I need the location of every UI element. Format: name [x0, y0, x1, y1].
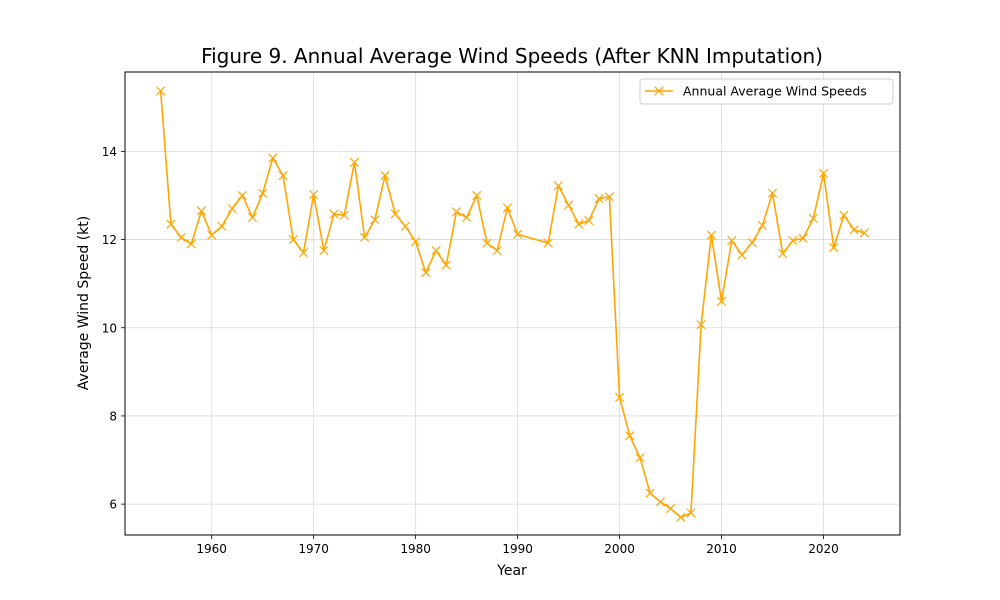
- data-point-marker: [186, 239, 196, 249]
- data-point-marker: [798, 233, 808, 243]
- data-point-marker: [166, 219, 176, 229]
- data-point-marker: [859, 228, 869, 238]
- data-point-marker: [441, 260, 451, 270]
- data-point-marker: [360, 232, 370, 242]
- data-point-marker: [451, 207, 462, 217]
- data-point-marker: [604, 192, 614, 202]
- x-tick-label: 2000: [604, 542, 635, 556]
- data-point-marker: [829, 242, 839, 253]
- chart-title: Figure 9. Annual Average Wind Speeds (Af…: [201, 44, 823, 68]
- data-point-marker: [706, 230, 716, 240]
- series-line: [159, 90, 865, 519]
- legend-marker-x: [654, 86, 664, 96]
- data-point-marker: [594, 193, 604, 204]
- y-tick-label: 6: [109, 498, 117, 512]
- series-layer: [156, 86, 869, 522]
- data-point-marker: [686, 508, 696, 518]
- x-tick-label: 1970: [298, 542, 329, 556]
- data-point-marker: [492, 245, 502, 256]
- data-point-marker: [747, 238, 757, 248]
- x-tick-label: 1960: [196, 542, 227, 556]
- grid: [125, 72, 900, 535]
- data-point-marker: [676, 512, 686, 522]
- data-point-marker: [543, 238, 553, 248]
- data-point-marker: [339, 210, 349, 220]
- data-point-marker: [614, 392, 625, 403]
- data-point-marker: [716, 296, 727, 306]
- data-point-marker: [767, 188, 778, 198]
- data-point-marker: [502, 203, 513, 213]
- data-point-marker: [665, 503, 676, 514]
- legend-box: [639, 78, 894, 105]
- data-point-marker: [839, 210, 849, 220]
- x-tick-label: 1990: [502, 542, 533, 556]
- data-point-marker: [400, 221, 411, 231]
- data-point-marker: [808, 213, 818, 224]
- data-point-marker: [288, 234, 298, 245]
- y-tick-label: 12: [102, 233, 117, 247]
- data-point-marker: [268, 153, 278, 163]
- data-point-marker: [625, 431, 635, 441]
- data-point-marker: [349, 157, 360, 168]
- x-tick-label: 2010: [706, 542, 737, 556]
- data-point-marker: [309, 189, 319, 200]
- data-point-marker: [329, 209, 339, 219]
- data-point-marker: [319, 245, 329, 256]
- data-point-marker: [411, 237, 421, 247]
- data-point-marker: [849, 225, 859, 235]
- x-tick-label: 2020: [808, 542, 839, 556]
- axis-ticks: 1960 1970 1980 1990 2000 2010 2020 6 8 10 12 14: [102, 145, 839, 556]
- data-point-marker: [563, 200, 574, 210]
- y-tick-label: 10: [102, 321, 117, 335]
- data-point-marker: [788, 235, 798, 246]
- data-point-marker: [472, 190, 482, 201]
- data-point-marker: [278, 170, 288, 181]
- data-point-marker: [156, 86, 166, 96]
- data-point-marker: [258, 188, 268, 198]
- legend: Annual Average Wind Speeds: [639, 78, 894, 105]
- y-axis-label: Average Wind Speed (kt): [76, 216, 92, 390]
- legend-label: Annual Average Wind Speeds: [683, 84, 867, 99]
- data-point-marker: [655, 497, 665, 507]
- data-point-marker: [461, 212, 472, 223]
- data-point-marker: [818, 168, 829, 179]
- data-point-marker: [247, 212, 258, 223]
- data-point-marker: [431, 245, 441, 256]
- data-point-marker: [778, 249, 788, 259]
- data-point-marker: [727, 235, 737, 246]
- data-point-marker: [696, 320, 706, 330]
- data-point-marker: [237, 190, 247, 201]
- data-point-marker: [553, 181, 564, 191]
- data-point-marker: [737, 250, 747, 260]
- y-tick-label: 8: [109, 409, 117, 423]
- data-point-marker: [207, 230, 217, 240]
- data-point-marker: [512, 229, 523, 239]
- data-point-marker: [757, 220, 767, 231]
- data-point-marker: [380, 170, 390, 181]
- data-point-marker: [390, 209, 400, 219]
- data-point-marker: [196, 206, 207, 216]
- data-point-marker: [370, 215, 380, 225]
- y-tick-label: 14: [102, 145, 117, 159]
- data-point-marker: [176, 232, 186, 242]
- data-point-marker: [227, 204, 237, 214]
- data-point-marker: [635, 453, 645, 463]
- x-tick-label: 1980: [400, 542, 431, 556]
- plot-frame: [124, 71, 901, 536]
- data-point-marker: [584, 215, 594, 226]
- legend-marker-x-icon: [654, 86, 664, 96]
- data-point-marker: [574, 219, 584, 229]
- data-point-marker: [217, 221, 227, 231]
- data-point-marker: [645, 488, 655, 498]
- data-point-marker: [298, 248, 309, 258]
- data-point-marker: [421, 268, 431, 278]
- x-axis-label: Year: [496, 563, 527, 579]
- data-point-marker: [482, 238, 492, 248]
